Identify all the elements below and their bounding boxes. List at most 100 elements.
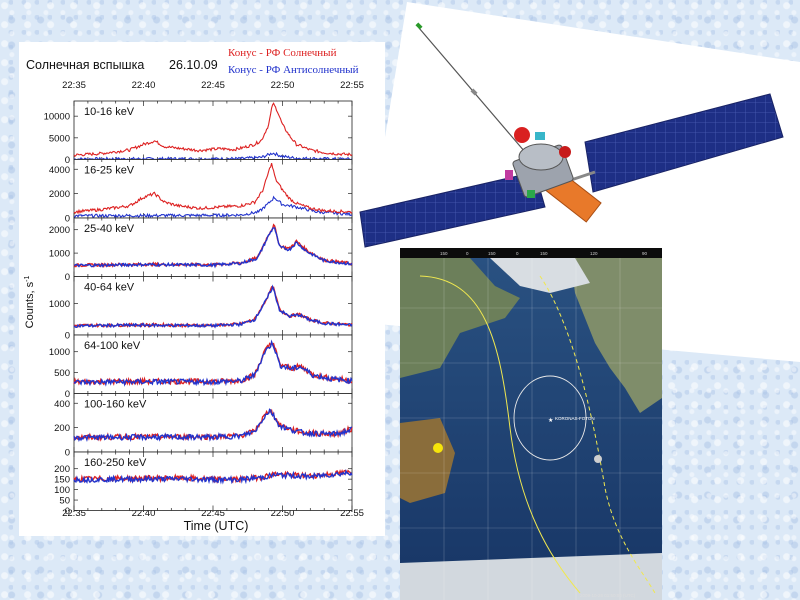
x-tick-top-label: 22:50 (271, 80, 295, 91)
y-tick-label: 10000 (44, 112, 70, 123)
x-tick-top-label: 22:45 (201, 80, 225, 91)
map-tick-1: 150 (440, 251, 448, 256)
x-tick-bottom-label: 22:40 (132, 508, 156, 519)
y-tick-label: 0 (65, 155, 70, 166)
x-tick-bottom-label: 22:50 (271, 508, 295, 519)
chart-date: 26.10.09 (169, 58, 218, 72)
band-label: 16-25 keV (84, 165, 135, 177)
panel-frame (73, 100, 353, 160)
magenta-instrument-icon (505, 170, 513, 180)
band-label: 64-100 keV (84, 340, 141, 352)
y-tick-label: 0 (65, 214, 70, 225)
map-grid (400, 258, 662, 600)
terminator-line (539, 275, 656, 594)
panel-2: 0 1000 2000 25-40 keV (49, 217, 353, 283)
y-axis-label: Counts, s-1 (24, 276, 36, 329)
panel-1: 0 2000 4000 16-25 keV (49, 159, 353, 225)
plot-layer: 22:35 22:35 22:40 22:40 22:45 22:45 22:50 22:50… (44, 80, 364, 519)
y-tick-label: 50 (59, 496, 70, 507)
map-top-strip (400, 248, 662, 258)
orbit-map: 150 0 150 0 150 120 90 ★ KORONA (400, 248, 662, 600)
x-tick-bottom-label: 22:35 (62, 508, 86, 519)
series-line-antisolar (73, 227, 353, 269)
y-tick-label: 200 (54, 464, 70, 475)
map-svg: 150 0 150 0 150 120 90 ★ KORONA (400, 248, 662, 600)
y-tick-label: 4000 (49, 165, 70, 176)
map-tick-5: 150 (540, 251, 548, 256)
australia-landmass (400, 418, 455, 503)
panel-frame (73, 217, 353, 277)
chart-title: Солнечная вспышка (26, 58, 144, 72)
map-top-ticks: 150 0 150 0 150 120 90 (440, 251, 648, 256)
y-tick-label: 5000 (49, 133, 70, 144)
north-america-landmass (570, 258, 662, 413)
y-tick-label: 1000 (49, 299, 70, 310)
x-tick-bottom-label: 22:55 (340, 508, 364, 519)
antarctica (400, 553, 662, 600)
y-tick-label: 100 (54, 485, 70, 496)
y-axis-label-text: Counts, s (24, 281, 36, 328)
x-axis-label: Time (UTC) (184, 519, 249, 533)
legend-antisolar: Конус - РФ Антисолнечный (228, 64, 359, 76)
series-line-antisolar (73, 284, 353, 329)
map-tick-6: 120 (590, 251, 598, 256)
series-line-antisolar (73, 339, 353, 387)
y-tick-label: 0 (65, 331, 70, 342)
y-tick-label: 0 (65, 389, 70, 400)
map-tick-3: 150 (488, 251, 496, 256)
map-tick-2: 0 (466, 251, 469, 256)
x-tick-top-label: 22:40 (132, 80, 156, 91)
antenna-joint-icon (470, 88, 478, 96)
satellite-label: KORONAS-FOTON (555, 416, 595, 421)
y-tick-label: 2000 (49, 189, 70, 200)
band-label: 10-16 keV (84, 106, 135, 118)
y-tick-label: 1000 (49, 347, 70, 358)
y-tick-label: 0 (65, 272, 70, 283)
series-line-solar (73, 162, 353, 215)
band-label: 40-64 keV (84, 282, 135, 294)
series-line-antisolar (73, 468, 353, 485)
panel-3: 0 1000 40-64 keV (49, 276, 353, 342)
y-tick-label: 0 (65, 506, 70, 517)
panel-5: 0 200 400 100-160 keV (54, 393, 353, 459)
series-line-antisolar (73, 408, 353, 443)
y-tick-label: 400 (54, 399, 70, 410)
y-tick-label: 150 (54, 475, 70, 486)
satellite-marker-icon: ★ (548, 417, 553, 424)
series-line-solar (73, 285, 353, 329)
band-label: 160-250 keV (84, 457, 147, 469)
map-tick-4: 0 (516, 251, 519, 256)
antenna-tip-icon (415, 22, 423, 30)
sun-icon (433, 443, 443, 453)
chart-svg: Солнечная вспышка 26.10.09 Конус - РФ Со… (24, 47, 364, 533)
visibility-circle (513, 375, 587, 461)
green-instrument-icon (527, 190, 535, 198)
band-label: 100-160 keV (84, 399, 147, 411)
red-instrument-2-icon (559, 146, 571, 158)
orbit-track (419, 275, 581, 594)
moon-icon (594, 455, 602, 463)
y-axis-label-sup: -1 (24, 276, 31, 282)
y-tick-label: 2000 (49, 225, 70, 236)
legend-solar: Конус - РФ Солнечный (228, 47, 337, 59)
x-tick-top-label: 22:35 (62, 80, 86, 91)
y-tick-label: 500 (54, 368, 70, 379)
band-label: 25-40 keV (84, 223, 135, 235)
red-instrument-icon (514, 127, 530, 143)
x-tick-top-label: 22:55 (340, 80, 364, 91)
snow-area (490, 258, 590, 293)
panel-frame (73, 393, 353, 453)
series-line-antisolar (73, 195, 353, 219)
y-tick-label: 200 (54, 423, 70, 434)
panel-0: 0 5000 10000 10-16 keV (44, 100, 353, 166)
series-line-solar (73, 102, 353, 157)
cyan-instrument-icon (535, 132, 545, 140)
solar-panel-left (359, 171, 546, 248)
x-tick-bottom-label: 22:45 (201, 508, 225, 519)
map-timestamp: 2009-10-26 01:50:00 (UTC) (580, 593, 636, 598)
bus-top-icon (518, 143, 564, 171)
y-tick-label: 0 (65, 448, 70, 459)
map-tick-7: 90 (642, 251, 648, 256)
light-curve-chart: Солнечная вспышка 26.10.09 Конус - РФ Со… (19, 42, 385, 536)
